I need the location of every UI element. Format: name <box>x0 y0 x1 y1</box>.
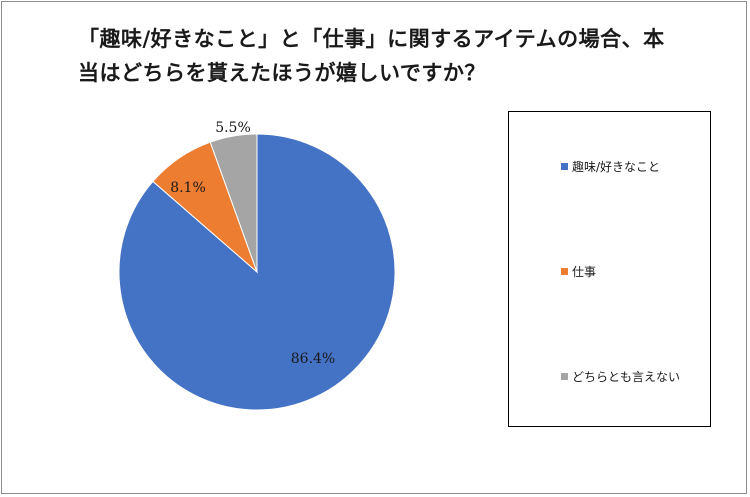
legend-swatch-work <box>561 268 568 275</box>
legend-item-hobby: 趣味/好きなこと <box>561 158 660 175</box>
legend-swatch-hobby <box>561 163 568 170</box>
chart-legend: 趣味/好きなこと 仕事 どちらとも言えない <box>508 111 711 427</box>
legend-label-work: 仕事 <box>572 265 597 279</box>
legend-label-neither: どちらとも言えない <box>572 370 681 384</box>
pie-slice-neither <box>209 133 258 273</box>
data-label-hobby: 86.4% <box>291 351 335 367</box>
legend-item-neither: どちらとも言えない <box>561 368 680 385</box>
chart-title-line-2: 当はどちらを貰えたほうが嬉しいですか？ <box>78 61 486 85</box>
legend-item-work: 仕事 <box>561 263 596 280</box>
legend-swatch-neither <box>561 373 568 380</box>
data-label-work: 8.1% <box>170 180 206 196</box>
data-label-neither: 5.5% <box>215 120 251 136</box>
legend-label-hobby: 趣味/好きなこと <box>572 160 661 174</box>
chart-title: 「趣味/好きなこと」と「仕事」に関するアイテムの場合、本 当はどちらを貰えたほう… <box>78 22 698 90</box>
pie-slice-hobby <box>118 133 396 411</box>
chart-title-line-1: 「趣味/好きなこと」と「仕事」に関するアイテムの場合、本 <box>78 27 665 51</box>
